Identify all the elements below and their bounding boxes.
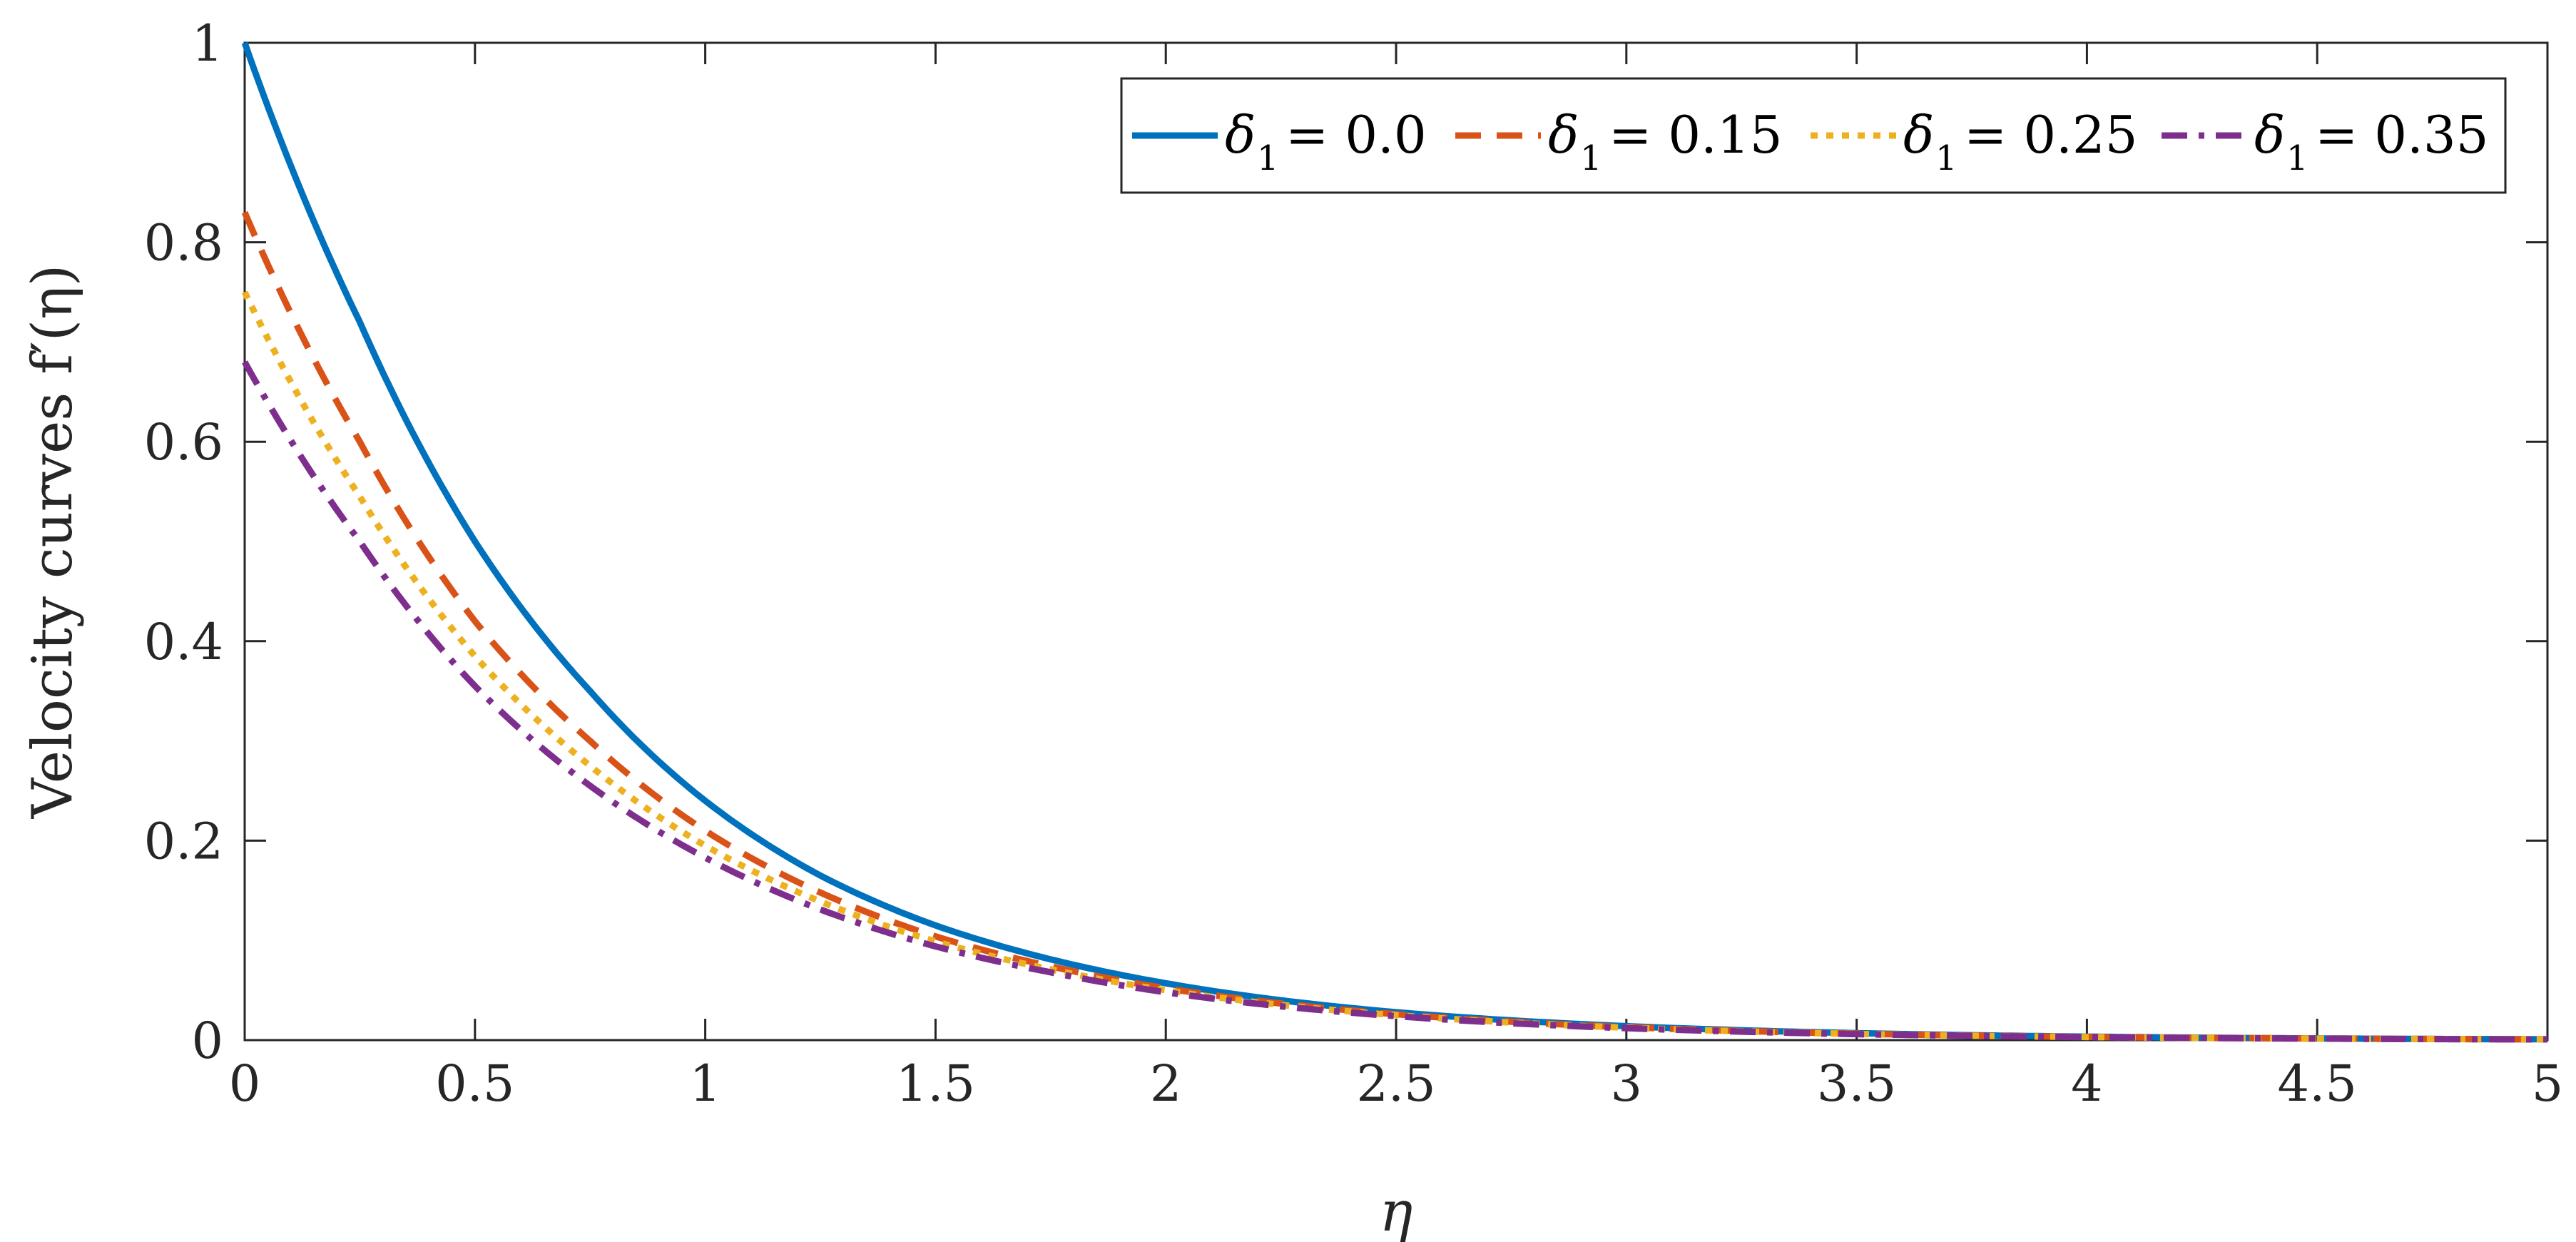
x-tick-label: 0: [229, 1054, 261, 1113]
x-tick-label: 5: [2532, 1054, 2564, 1113]
legend-symbol: δ: [2254, 105, 2285, 165]
y-tick-label: 0.6: [144, 413, 223, 472]
legend-subscript: 1: [1580, 138, 1602, 178]
y-tick-label: 0.8: [144, 214, 223, 273]
legend-value: = 0.15: [1609, 105, 1783, 165]
x-tick-label: 4.5: [2278, 1054, 2357, 1113]
y-tick-label: 0.4: [144, 613, 223, 671]
legend-symbol: δ: [1903, 105, 1934, 165]
x-tick-label: 3.5: [1817, 1054, 1896, 1113]
y-tick-label: 1: [191, 14, 223, 73]
x-axis-label: η: [1380, 1180, 1413, 1242]
x-tick-label: 0.5: [435, 1054, 514, 1113]
series-line-3: [241, 290, 2547, 1043]
tick-labels: 0 0.5 1 1.5 2 2.5 3 3.5 4 4.5 5 0 0.2 0.4 0.6 0.8 1: [144, 14, 2564, 1113]
x-tick-label: 1.5: [896, 1054, 975, 1113]
y-axis-label: Velocity curves f′(η): [21, 265, 85, 820]
series-line-4: [242, 360, 2547, 1043]
legend: δ 1 = 0.0 δ 1 = 0.15 δ 1 = 0.25 δ 1 = 0.35: [1120, 77, 2507, 194]
legend-subscript: 1: [1257, 138, 1279, 178]
x-tick-label: 3: [1611, 1054, 1643, 1113]
legend-symbol: δ: [1225, 105, 1256, 165]
x-tick-label: 2.5: [1356, 1054, 1435, 1113]
x-tick-label: 4: [2071, 1054, 2103, 1113]
y-tick-label: 0.2: [144, 812, 223, 870]
legend-subscript: 1: [2286, 138, 2308, 178]
y-tick-label: 0: [191, 1012, 223, 1070]
legend-value: = 0.35: [2315, 105, 2489, 165]
legend-subscript: 1: [1935, 138, 1958, 178]
legend-symbol: δ: [1548, 105, 1579, 165]
legend-value: = 0.0: [1286, 105, 1427, 165]
x-tick-label: 2: [1150, 1054, 1182, 1113]
series-lines: [241, 41, 2548, 1043]
legend-value: = 0.25: [1964, 105, 2138, 165]
x-tick-label: 1: [689, 1054, 721, 1113]
series-line-2: [241, 210, 2548, 1043]
